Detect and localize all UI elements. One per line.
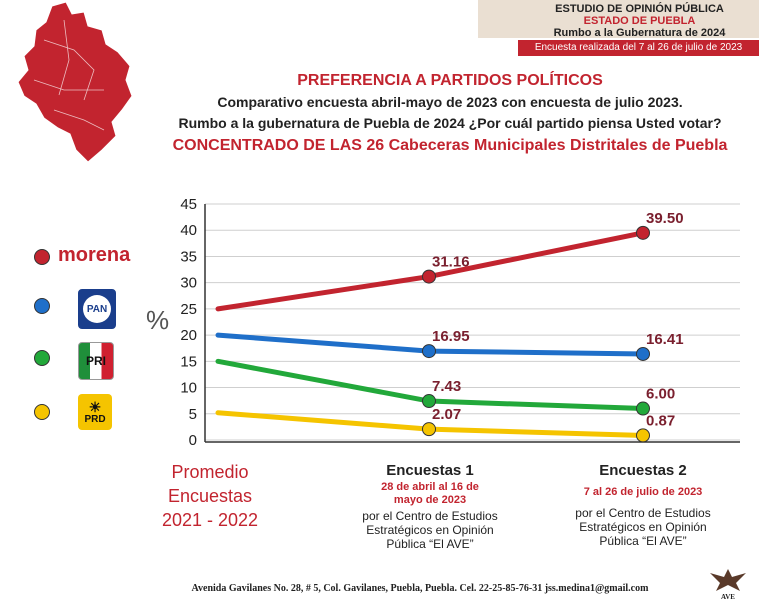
- pan-logo-icon: PAN: [78, 289, 116, 329]
- y-tick-label-40: 40: [180, 222, 197, 239]
- data-point-PAN-1: [422, 344, 436, 359]
- data-label-PRD-1: 2.07: [432, 406, 461, 423]
- enc1-date-line-1: 28 de abril al 16 de: [381, 481, 479, 493]
- legend-dot-prd: [34, 404, 50, 420]
- pri-logo-text: PRI: [85, 354, 106, 368]
- data-label-PAN-2: 16.41: [646, 331, 684, 348]
- data-point-PRI-1: [422, 394, 436, 409]
- chart-subtitle-1: Comparativo encuesta abril-mayo de 2023 …: [217, 94, 683, 110]
- y-tick-label-30: 30: [180, 275, 197, 292]
- enc2-source-line-3: Pública “El AVE”: [599, 534, 687, 548]
- enc1-date-line-2: mayo de 2023: [393, 494, 467, 506]
- header-dates: Encuesta realizada del 7 al 26 de julio …: [518, 40, 759, 56]
- y-tick-label-45: 45: [180, 196, 197, 213]
- data-label-PRI-2: 6.00: [646, 386, 675, 403]
- pri-logo-icon: PRI: [78, 342, 114, 380]
- data-point-morena-2: [636, 225, 650, 240]
- data-label-morena-2: 39.50: [646, 210, 684, 227]
- data-label-PAN-1: 16.95: [432, 328, 470, 345]
- data-point-morena-1: [422, 269, 436, 284]
- header-study-title: ESTUDIO DE OPINIÓN PÚBLICA: [555, 3, 724, 15]
- data-point-PRD-2: [636, 428, 650, 443]
- y-tick-label-20: 20: [180, 327, 197, 344]
- x-label-promedio-1: Promedio: [171, 462, 249, 482]
- chart-title: PREFERENCIA A PARTIDOS POLÍTICOS: [297, 72, 603, 89]
- y-tick-label-10: 10: [180, 380, 197, 397]
- y-tick-label-5: 5: [189, 406, 197, 423]
- enc1-source-line-3: Pública “El AVE”: [386, 537, 474, 551]
- x-label-promedio-2: Encuestas: [167, 486, 253, 506]
- prd-logo-icon: ☀ PRD: [78, 394, 112, 430]
- legend-morena-label: morena: [58, 244, 131, 266]
- y-tick-label-25: 25: [180, 301, 197, 318]
- legend-dot-morena: [34, 249, 50, 265]
- data-label-PRI-1: 7.43: [432, 378, 461, 395]
- ave-logo-icon: AVE: [710, 569, 746, 601]
- data-label-PRD-2: 0.87: [646, 412, 675, 429]
- puebla-map-icon: [17, 1, 133, 163]
- data-point-PRD-1: [422, 422, 436, 437]
- legend-dot-pri: [34, 350, 50, 366]
- enc2-source-line-1: por el Centro de Estudios: [575, 506, 711, 520]
- enc1-source-line-1: por el Centro de Estudios: [362, 509, 498, 523]
- x-label-encuestas-1: Encuestas 1: [386, 462, 474, 479]
- header-state: ESTADO DE PUEBLA: [583, 15, 696, 27]
- enc1-source-line-2: Estratégicos en Opinión: [366, 523, 494, 537]
- legend-dot-pan: [34, 298, 50, 314]
- y-axis-unit: %: [146, 305, 170, 335]
- footer-contact: Avenida Gavilanes No. 28, # 5, Col. Gavi…: [191, 583, 649, 594]
- header-banner: [478, 0, 759, 38]
- x-label-promedio-3: 2021 - 2022: [161, 510, 259, 530]
- pan-logo-text: PAN: [83, 295, 111, 323]
- enc2-source-line-2: Estratégicos en Opinión: [579, 520, 707, 534]
- data-point-PAN-2: [636, 346, 650, 361]
- y-tick-label-35: 35: [180, 248, 197, 265]
- y-tick-label-0: 0: [189, 432, 197, 449]
- data-point-PRI-2: [636, 401, 650, 416]
- header-subject: Rumbo a la Gubernatura de 2024: [553, 27, 726, 39]
- enc2-date-line-1: 7 al 26 de julio de 2023: [583, 486, 703, 498]
- prd-sun-icon: ☀: [88, 398, 102, 415]
- x-label-encuestas-2: Encuestas 2: [599, 462, 687, 479]
- data-label-morena-1: 31.16: [432, 254, 470, 271]
- chart-subtitle-3: CONCENTRADO DE LAS 26 Cabeceras Municipa…: [172, 137, 728, 154]
- ave-logo-text: AVE: [721, 593, 735, 601]
- y-tick-label-15: 15: [180, 353, 197, 370]
- chart-subtitle-2: Rumbo a la gubernatura de Puebla de 2024…: [178, 115, 722, 131]
- prd-logo-text: PRD: [84, 413, 106, 425]
